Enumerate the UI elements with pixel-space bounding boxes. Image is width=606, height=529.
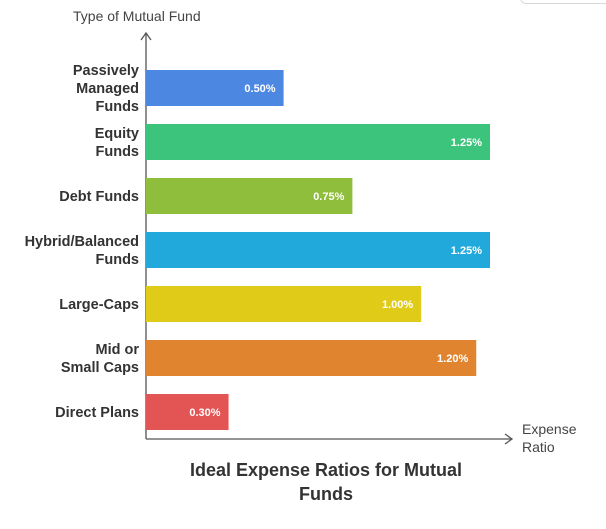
category-label: Passively Managed Funds xyxy=(73,63,139,115)
bar-value-label: 1.20% xyxy=(437,353,468,365)
y-axis-title: Type of Mutual Fund xyxy=(73,8,201,24)
category-label-line: Debt Funds xyxy=(59,189,139,205)
category-label-line: Equity xyxy=(95,126,139,142)
category-label: Large-Caps xyxy=(59,297,139,313)
bars-group: 0.50% Passively Managed Funds 1.25% Equity Fun… xyxy=(25,63,490,430)
category-label-line: Hybrid/Balanced xyxy=(25,234,139,250)
category-label-line: Direct Plans xyxy=(55,405,139,421)
x-axis-title-line: Ratio xyxy=(522,439,555,455)
category-label: Direct Plans xyxy=(55,405,139,421)
bar xyxy=(146,340,477,376)
category-label-line: Passively xyxy=(73,63,139,79)
x-axis-title-line: Expense xyxy=(522,421,577,437)
chart-title-line: Ideal Expense Ratios for Mutual xyxy=(190,460,462,480)
bar xyxy=(146,394,229,430)
chart-title-line: Funds xyxy=(299,484,353,504)
x-axis-title: Expense Ratio xyxy=(522,421,577,455)
category-label-line: Small Caps xyxy=(61,360,139,376)
bar-value-label: 1.00% xyxy=(382,299,413,311)
category-label: Equity Funds xyxy=(95,126,139,160)
bar-value-label: 0.50% xyxy=(244,83,275,95)
category-label: Mid or Small Caps xyxy=(61,342,140,376)
bar xyxy=(146,124,490,160)
bar-value-label: 0.75% xyxy=(313,191,344,203)
category-label: Hybrid/Balanced Funds xyxy=(25,234,139,268)
y-axis-arrow-icon xyxy=(140,31,152,41)
category-label-line: Managed xyxy=(76,81,139,97)
bar xyxy=(146,286,422,322)
bar-value-label: 1.25% xyxy=(451,137,482,149)
bar-value-label: 0.30% xyxy=(189,407,220,419)
category-label-line: Large-Caps xyxy=(59,297,139,313)
chart-title: Ideal Expense Ratios for Mutual Funds xyxy=(190,460,462,504)
category-label-line: Mid or xyxy=(96,342,140,358)
category-label-line: Funds xyxy=(96,252,140,268)
bar xyxy=(146,232,490,268)
bar xyxy=(146,70,284,106)
x-axis-arrow-icon xyxy=(504,433,514,445)
category-label: Debt Funds xyxy=(59,189,139,205)
category-label-line: Funds xyxy=(96,144,140,160)
category-label-line: Funds xyxy=(96,99,140,115)
bar xyxy=(146,178,353,214)
bar-value-label: 1.25% xyxy=(451,245,482,257)
